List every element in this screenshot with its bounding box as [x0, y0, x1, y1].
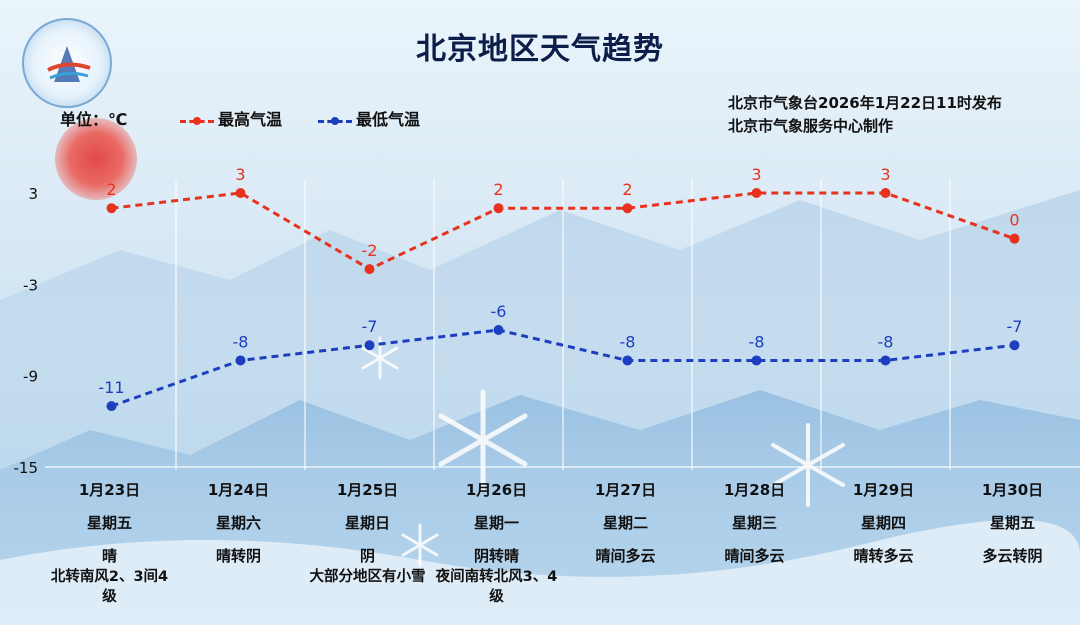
day-date: 1月30日: [981, 481, 1044, 499]
data-label-max: 3: [751, 165, 761, 184]
day-weekday: 星期五: [86, 514, 132, 532]
data-label-min: -8: [749, 332, 765, 351]
day-wind: 夜间南转北风3、4级: [435, 569, 558, 605]
publisher-line-2: 北京市气象服务中心制作: [728, 117, 894, 135]
data-point-max: [235, 188, 246, 198]
day-weather: 阴: [359, 547, 375, 565]
day-weather: 晴间多云: [595, 547, 656, 565]
day-weekday: 星期四: [860, 514, 906, 532]
day-date: 1月26日: [465, 481, 528, 499]
day-weekday: 星期五: [989, 514, 1035, 532]
day-weekday: 星期二: [602, 514, 648, 532]
page-title: 北京地区天气趋势: [416, 32, 664, 67]
data-label-max: 2: [106, 180, 116, 199]
day-weather: 晴转阴: [215, 547, 261, 565]
day-date: 1月23日: [78, 481, 141, 499]
y-tick-label: -3: [23, 276, 38, 294]
forecast-days: 1月23日 星期五 晴 北转南风2、3间4级 1月24日 星期六 晴转阴 1月2…: [45, 478, 1080, 623]
day-weather: 阴转晴: [473, 547, 519, 565]
data-point-min: [880, 355, 891, 366]
data-point-min: [622, 355, 633, 366]
legend-min-label: 最低气温: [356, 110, 421, 129]
data-label-max: 2: [493, 180, 503, 199]
data-label-min: -8: [878, 332, 894, 351]
series-line-max: [111, 191, 1016, 271]
legend-line-min: [318, 116, 352, 126]
data-label-max: -2: [362, 241, 378, 260]
day-column: 1月23日 星期五 晴 北转南风2、3间4级: [45, 478, 174, 607]
data-point-max: [364, 264, 375, 275]
day-column: 1月27日 星期二 晴间多云: [561, 478, 690, 567]
day-column: 1月30日 星期五 多云转阴: [948, 478, 1077, 567]
day-date: 1月24日: [207, 481, 270, 499]
publisher-line-1: 北京市气象台2026年1月22日11时发布: [728, 94, 1002, 112]
day-weekday: 星期六: [215, 514, 261, 532]
data-label-min: -7: [362, 317, 378, 336]
day-weather: 晴转多云: [853, 547, 914, 565]
data-point-max: [106, 203, 117, 214]
data-label-min: -6: [491, 302, 507, 321]
unit-label: 单位：℃: [60, 110, 128, 129]
data-label-max: 0: [1009, 211, 1019, 230]
data-point-min: [1009, 340, 1020, 351]
legend-min-temp: 最低气温: [318, 106, 420, 130]
day-weather: 多云转阴: [982, 547, 1043, 565]
day-column: 1月29日 星期四 晴转多云: [819, 478, 948, 567]
data-label-min: -8: [620, 332, 636, 351]
y-tick-label: -15: [14, 459, 39, 477]
legend-max-temp: 最高气温: [180, 106, 282, 130]
legend-max-label: 最高气温: [218, 110, 283, 129]
data-point-min: [364, 340, 375, 351]
y-tick-label: -9: [23, 368, 38, 386]
data-point-max: [880, 188, 891, 198]
day-date: 1月29日: [852, 481, 915, 499]
data-point-max: [751, 188, 762, 198]
data-label-min: -8: [233, 332, 249, 351]
data-point-min: [235, 355, 246, 366]
day-weekday: 星期日: [344, 514, 390, 532]
day-weekday: 星期一: [473, 514, 519, 532]
day-weather: 晴: [101, 547, 117, 565]
data-label-max: 3: [235, 165, 245, 184]
publisher-info: 北京市气象台2026年1月22日11时发布 北京市气象服务中心制作: [728, 92, 1002, 138]
data-label-max: 3: [880, 165, 890, 184]
day-column: 1月24日 星期六 晴转阴: [174, 478, 303, 567]
data-label-min: -7: [1007, 317, 1023, 336]
day-wind: 大部分地区有小雪: [309, 569, 426, 585]
sun-decoration: [55, 118, 137, 200]
data-point-min: [106, 401, 117, 412]
snowflake-icon: [361, 336, 845, 567]
day-column: 1月28日 星期三 晴间多云: [690, 478, 819, 567]
series-line-min: [110, 328, 1015, 408]
data-label-max: 2: [622, 180, 632, 199]
legend-line-max: [180, 116, 214, 126]
day-column: 1月25日 星期日 阴 大部分地区有小雪: [303, 478, 432, 587]
day-column: 1月26日 星期一 阴转晴 夜间南转北风3、4级: [432, 478, 561, 607]
data-label-min: -11: [98, 378, 124, 397]
day-weekday: 星期三: [731, 514, 777, 532]
data-point-min: [493, 325, 504, 335]
day-date: 1月28日: [723, 481, 786, 499]
data-point-max: [622, 203, 633, 214]
day-wind: 北转南风2、3间4级: [50, 569, 169, 605]
data-point-max: [493, 203, 504, 214]
meteorological-service-logo: [22, 18, 112, 108]
day-date: 1月25日: [336, 481, 399, 499]
day-date: 1月27日: [594, 481, 657, 499]
data-point-min: [751, 355, 762, 366]
y-tick-label: 3: [28, 185, 38, 203]
day-weather: 晴间多云: [724, 547, 785, 565]
data-point-max: [1009, 233, 1020, 244]
